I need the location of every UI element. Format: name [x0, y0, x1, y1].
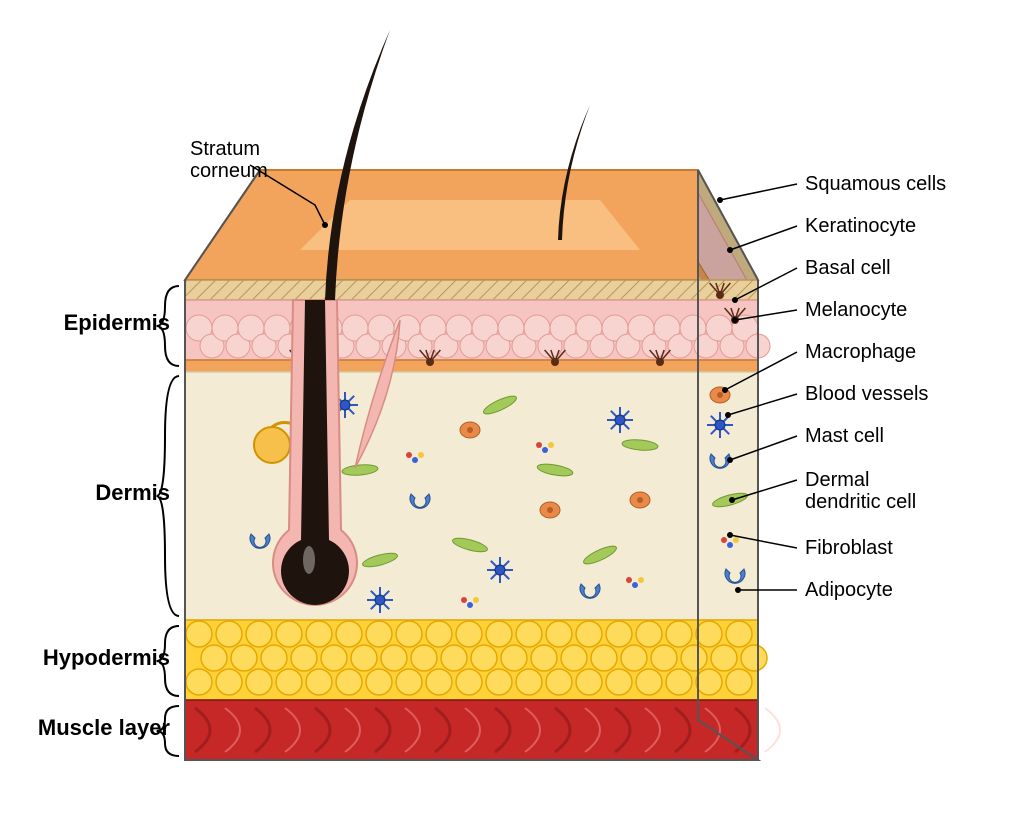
layer-basal-line — [185, 360, 758, 372]
cell-label: Fibroblast — [805, 537, 893, 559]
layer-label: Epidermis — [64, 310, 170, 335]
layer-stratum-band — [185, 280, 758, 300]
cell-label: Mast cell — [805, 425, 884, 447]
layer-dermis — [185, 372, 758, 620]
stratum-corneum-label: Stratumcorneum — [190, 138, 268, 182]
cell-label: Macrophage — [805, 341, 916, 363]
sebaceous-gland — [254, 427, 290, 463]
cell-label: Blood vessels — [805, 383, 928, 405]
layer-label: Muscle layer — [38, 715, 171, 740]
layer-label: Hypodermis — [43, 645, 170, 670]
skin-anatomy-diagram: Epidermis Dermis Hypodermis Muscle layer Str… — [0, 0, 1024, 825]
cell-label: Melanocyte — [805, 299, 907, 321]
cell-label: Squamous cells — [805, 173, 946, 195]
cell-label: Adipocyte — [805, 579, 893, 601]
cell-label: Basal cell — [805, 257, 891, 279]
layer-label: Dermis — [95, 480, 170, 505]
cell-label: Keratinocyte — [805, 215, 916, 237]
